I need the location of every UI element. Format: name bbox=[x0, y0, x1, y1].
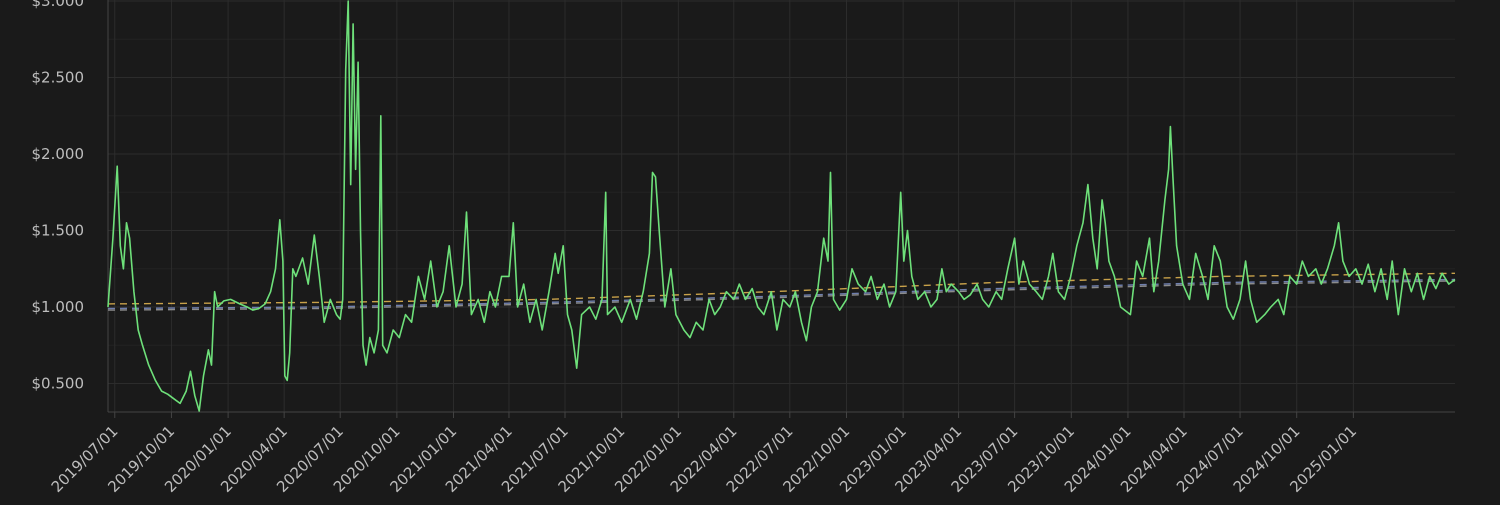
y-tick-label: $3.000 bbox=[32, 0, 85, 10]
x-axis-ticks: 2019/07/012019/10/012020/01/012020/04/01… bbox=[48, 422, 1360, 496]
series-line-main bbox=[107, 0, 1456, 412]
y-tick-label: $2.000 bbox=[32, 145, 85, 163]
y-tick-label: $1.000 bbox=[32, 298, 85, 316]
series bbox=[107, 0, 1456, 412]
series-line-reference bbox=[107, 272, 1456, 305]
y-tick-label: $0.500 bbox=[32, 375, 85, 393]
y-tick-label: $1.500 bbox=[32, 222, 85, 240]
y-axis-ticks: $0.500 $1.000 $1.500 $2.000 $2.500 $3.000 bbox=[32, 0, 85, 393]
series-line-reference bbox=[107, 280, 1456, 311]
axes bbox=[107, 0, 1455, 418]
grid-lines bbox=[108, 0, 1455, 412]
y-tick-label: $2.500 bbox=[32, 69, 85, 87]
